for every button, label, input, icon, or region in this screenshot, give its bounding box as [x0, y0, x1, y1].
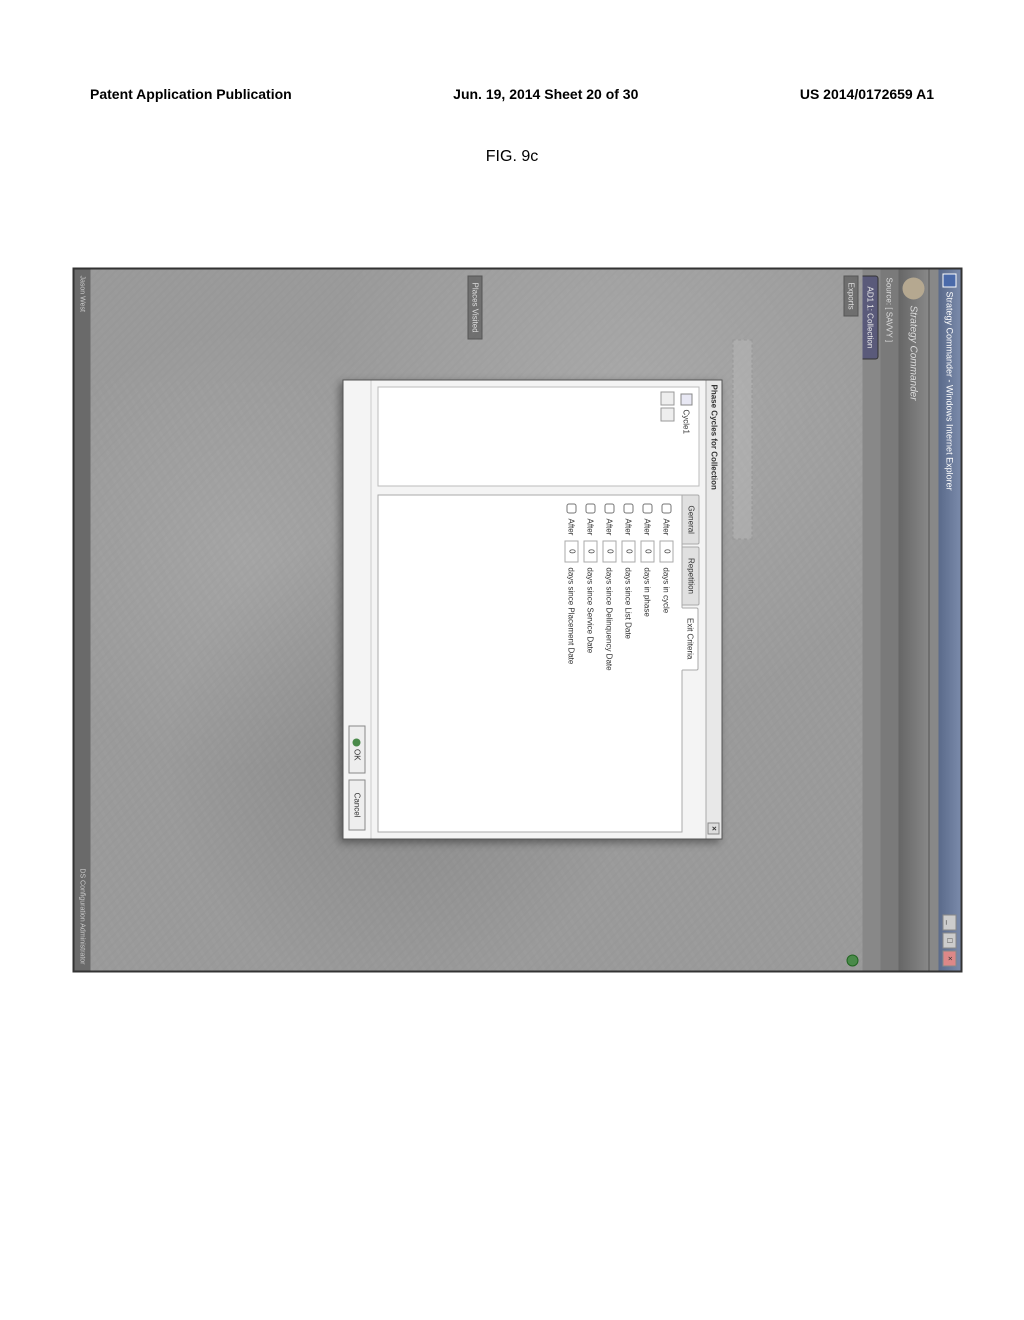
- criteria-row: After 0 days since List Date: [622, 504, 636, 824]
- app-title: Strategy Commander: [908, 306, 919, 401]
- cycle-item[interactable]: Cycle1: [679, 392, 695, 482]
- criteria-suffix: days in phase: [643, 567, 652, 616]
- minimize-button[interactable]: _: [943, 915, 957, 931]
- status-indicator-icon: [847, 955, 859, 967]
- ok-label: OK: [353, 749, 362, 761]
- workflow-shape: [733, 340, 753, 540]
- dialog-close-button[interactable]: ×: [708, 823, 720, 835]
- criteria-row: After 0 days since Placement Date: [565, 504, 579, 824]
- maximize-button[interactable]: □: [943, 933, 957, 949]
- cycle-icon: [681, 394, 693, 406]
- app-logo-icon: [903, 278, 925, 300]
- criteria-checkbox[interactable]: [567, 504, 577, 514]
- screenshot-window: Strategy Commander - Windows Internet Ex…: [73, 268, 963, 973]
- app-icon: [943, 274, 957, 288]
- criteria-prefix: After: [605, 519, 614, 536]
- criteria-value[interactable]: 0: [603, 540, 617, 562]
- window-titlebar: Strategy Commander - Windows Internet Ex…: [939, 270, 961, 971]
- browser-toolbar: [929, 270, 939, 971]
- criteria-prefix: After: [567, 519, 576, 536]
- criteria-row: After 0 days in cycle: [660, 504, 674, 824]
- dialog-body: Cycle1 General Repetition Exit Criteria: [372, 381, 706, 839]
- app-header: Strategy Commander: [899, 270, 929, 971]
- main-tab-strip: AD1 1: Collection: [863, 270, 881, 971]
- cycle-remove-button[interactable]: [661, 408, 675, 422]
- tab-general[interactable]: General: [683, 495, 700, 545]
- breadcrumb-text: Source: [ SAVVY ]: [885, 278, 894, 343]
- phase-cycles-dialog: Phase Cycles for Collection × Cycle1: [343, 380, 723, 840]
- criteria-suffix: days since Placement Date: [567, 567, 576, 664]
- window-title: Strategy Commander - Windows Internet Ex…: [945, 292, 955, 491]
- tab-collection[interactable]: AD1 1: Collection: [863, 276, 879, 360]
- criteria-checkbox[interactable]: [586, 504, 596, 514]
- cancel-button[interactable]: Cancel: [349, 780, 366, 831]
- tab-repetition[interactable]: Repetition: [683, 547, 700, 605]
- exports-panel-label: Exports: [844, 276, 859, 317]
- tabs-pane: General Repetition Exit Criteria After 0…: [378, 495, 700, 833]
- criteria-checkbox[interactable]: [662, 504, 672, 514]
- patent-page-header: Patent Application Publication Jun. 19, …: [90, 86, 934, 102]
- criteria-row: After 0 days in phase: [641, 504, 655, 824]
- criteria-suffix: days since Service Date: [586, 567, 595, 653]
- workspace: Exports Places Visited Phase Cycles for …: [91, 270, 863, 971]
- criteria-prefix: After: [586, 519, 595, 536]
- criteria-value[interactable]: 0: [622, 540, 636, 562]
- header-right: US 2014/0172659 A1: [800, 86, 934, 102]
- status-bar: Jason West DS Configuration Administrato…: [75, 270, 91, 971]
- criteria-value[interactable]: 0: [660, 540, 674, 562]
- exit-criteria-content: After 0 days in cycle After 0 days in ph…: [378, 495, 683, 833]
- criteria-checkbox[interactable]: [643, 504, 653, 514]
- close-button[interactable]: ×: [943, 951, 957, 967]
- header-left: Patent Application Publication: [90, 86, 292, 102]
- criteria-row: After 0 days since Service Date: [584, 504, 598, 824]
- tab-exit-criteria[interactable]: Exit Criteria: [682, 607, 699, 670]
- cycle-add-button[interactable]: [661, 392, 675, 406]
- criteria-suffix: days since List Date: [624, 567, 633, 639]
- status-role: DS Configuration Administrator: [79, 868, 86, 964]
- criteria-suffix: days in cycle: [662, 567, 671, 613]
- criteria-suffix: days since Delinquency Date: [605, 567, 614, 670]
- places-panel-label: Places Visited: [468, 276, 483, 340]
- criteria-checkbox[interactable]: [605, 504, 615, 514]
- cycle-toolbar: [661, 392, 675, 482]
- criteria-prefix: After: [624, 519, 633, 536]
- criteria-checkbox[interactable]: [624, 504, 634, 514]
- dialog-footer: OK Cancel: [344, 381, 372, 839]
- criteria-value[interactable]: 0: [641, 540, 655, 562]
- cancel-label: Cancel: [353, 793, 362, 818]
- cycle-label: Cycle1: [682, 410, 691, 434]
- criteria-value[interactable]: 0: [584, 540, 598, 562]
- ok-button[interactable]: OK: [349, 725, 366, 774]
- criteria-prefix: After: [643, 519, 652, 536]
- figure-label: FIG. 9c: [486, 148, 538, 166]
- header-center: Jun. 19, 2014 Sheet 20 of 30: [453, 86, 638, 102]
- dialog-title-text: Phase Cycles for Collection: [710, 385, 719, 490]
- dialog-titlebar: Phase Cycles for Collection ×: [706, 381, 722, 839]
- status-user: Jason West: [79, 276, 86, 312]
- criteria-prefix: After: [662, 519, 671, 536]
- cycles-list-pane: Cycle1: [378, 387, 700, 487]
- ok-icon: [353, 738, 361, 746]
- breadcrumb-bar: Source: [ SAVVY ]: [881, 270, 899, 971]
- dialog-tabs: General Repetition Exit Criteria: [683, 495, 700, 833]
- criteria-row: After 0 days since Delinquency Date: [603, 504, 617, 824]
- criteria-value[interactable]: 0: [565, 540, 579, 562]
